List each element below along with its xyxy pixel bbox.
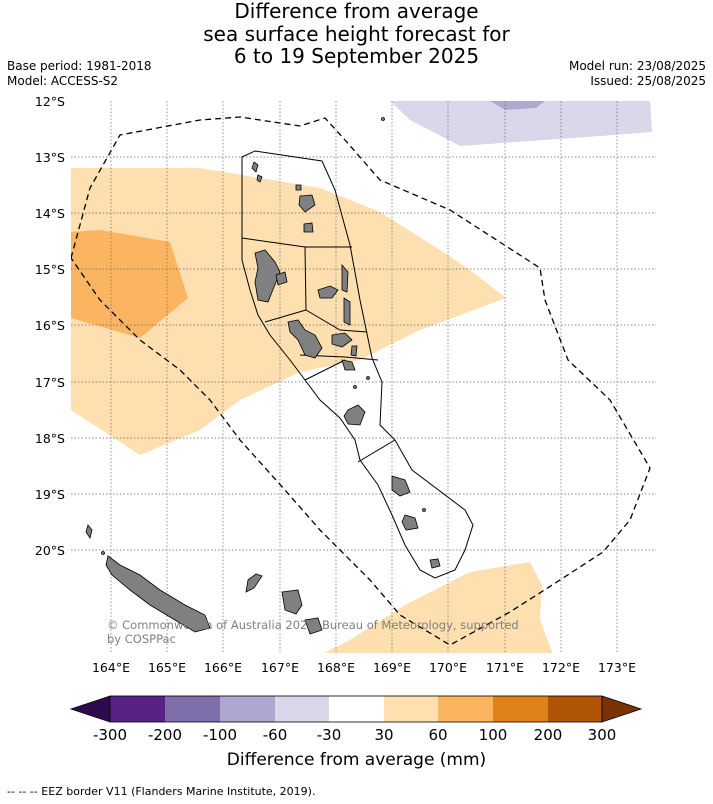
island-malakula — [287, 319, 323, 359]
island-dot-5 — [101, 551, 105, 555]
colorbar-tick: 300 — [588, 726, 617, 744]
colorbar-tick: 30 — [374, 726, 393, 744]
island-pentecost — [343, 297, 351, 326]
lat-labels: 12°S 13°S 14°S 15°S 16°S 17°S 18°S 19°S … — [35, 94, 65, 558]
copyright-text: © Commonwealth of Australia 2025, Bureau… — [107, 618, 522, 646]
colorbar-bin — [110, 696, 165, 722]
island-belep — [85, 524, 93, 539]
colorbar-tick: 60 — [428, 726, 447, 744]
lat-label: 20°S — [35, 543, 65, 558]
island-tanna — [401, 514, 419, 531]
anomaly-zone-60-100 — [71, 230, 188, 338]
gridlines — [71, 101, 656, 653]
island-ambrym — [331, 332, 353, 348]
colorbar-tick: -200 — [148, 726, 182, 744]
island-ouvea — [245, 573, 263, 593]
island-small-north-3 — [256, 174, 263, 183]
lat-label: 18°S — [35, 431, 65, 446]
eez-border — [71, 116, 651, 646]
island-epi — [341, 359, 356, 371]
lon-label: 166°E — [204, 660, 242, 675]
model-run: Model run: 23/08/2025 — [568, 59, 706, 73]
lon-label: 172°E — [542, 660, 580, 675]
islands — [85, 117, 441, 635]
colorbar-bin — [548, 696, 602, 722]
lat-label: 15°S — [35, 262, 65, 277]
island-dot-1 — [381, 117, 385, 121]
colorbar-tick: 200 — [534, 726, 563, 744]
lon-label: 164°E — [92, 660, 130, 675]
island-aneityum — [429, 558, 441, 569]
lon-label: 171°E — [486, 660, 524, 675]
meta-left: Base period: 1981-2018 Model: ACCESS-S2 — [7, 59, 152, 89]
colorbar-bin — [165, 696, 220, 722]
colorbar-extend-low — [69, 695, 111, 723]
anomaly-zone-30-60 — [71, 168, 506, 455]
colorbar-bin — [275, 696, 329, 722]
eez-footnote: -- -- -- EEZ border V11 (Flanders Marine… — [7, 785, 316, 798]
lat-label: 12°S — [35, 94, 65, 109]
island-small-north-1 — [295, 184, 302, 191]
lon-label: 173°E — [598, 660, 636, 675]
island-lifou — [281, 589, 303, 615]
title-line-3: 6 to 19 September 2025 — [233, 44, 480, 68]
lon-label: 170°E — [429, 660, 467, 675]
island-mare — [304, 617, 323, 635]
colorbar-title: Difference from average (mm) — [226, 750, 487, 770]
colorbar-frame — [109, 695, 603, 723]
island-small-north-2 — [303, 222, 314, 233]
anomaly-zone-neg-60-100 — [490, 101, 545, 110]
colorbar-bin — [329, 696, 384, 722]
base-period: Base period: 1981-2018 — [7, 59, 152, 73]
lon-labels: 164°E 165°E 166°E 167°E 168°E 169°E 170°… — [92, 660, 636, 675]
island-efate — [343, 404, 366, 426]
lon-label: 168°E — [317, 660, 355, 675]
lat-label: 17°S — [35, 375, 65, 390]
lon-label: 169°E — [373, 660, 411, 675]
title-line-1: Difference from average — [234, 0, 479, 23]
colorbar-ticks: -300 -200 -100 -60 -30 30 60 100 200 300 — [93, 726, 616, 744]
island-paama — [350, 345, 358, 357]
colorbar-bin — [438, 696, 493, 722]
lat-label: 13°S — [35, 150, 65, 165]
island-maewo — [341, 263, 349, 293]
colorbar-bin — [384, 696, 438, 722]
island-ambae — [317, 285, 339, 299]
island-malo — [275, 271, 288, 286]
anomaly-zone-30-60-south — [324, 562, 553, 653]
island-gaua — [298, 194, 316, 213]
island-vanua-lava — [251, 161, 259, 173]
anomaly-zone-neg-30-60 — [390, 101, 652, 146]
chart-title: Difference from average sea surface heig… — [0, 0, 713, 68]
island-espiritu-santo — [254, 249, 281, 303]
colorbar-tick: -100 — [203, 726, 237, 744]
lat-label: 16°S — [35, 318, 65, 333]
island-dot-2 — [353, 385, 357, 389]
colorbar-tick: -60 — [263, 726, 288, 744]
island-dot-4 — [366, 376, 370, 380]
map-area: © Commonwealth of Australia 2025, Bureau… — [71, 101, 656, 653]
issued-date: Issued: 25/08/2025 — [590, 74, 706, 88]
colorbar-tick: -300 — [93, 726, 127, 744]
model-name: Model: ACCESS-S2 — [7, 74, 119, 88]
lat-label: 19°S — [35, 487, 65, 502]
colorbar-tick: -30 — [317, 726, 342, 744]
lon-label: 165°E — [148, 660, 186, 675]
island-new-caledonia — [105, 555, 211, 633]
colorbar-tick: 100 — [479, 726, 508, 744]
island-erromango — [391, 475, 411, 497]
colorbar-extend-high — [601, 695, 643, 723]
lat-label: 14°S — [35, 206, 65, 221]
island-dot-3 — [422, 508, 426, 512]
colorbar — [69, 695, 643, 723]
lon-label: 167°E — [261, 660, 299, 675]
meta-right: Model run: 23/08/2025 Issued: 25/08/2025 — [569, 59, 706, 89]
title-line-2: sea surface height forecast for — [203, 21, 510, 46]
colorbar-bin — [220, 696, 275, 722]
colorbar-bin — [493, 696, 548, 722]
